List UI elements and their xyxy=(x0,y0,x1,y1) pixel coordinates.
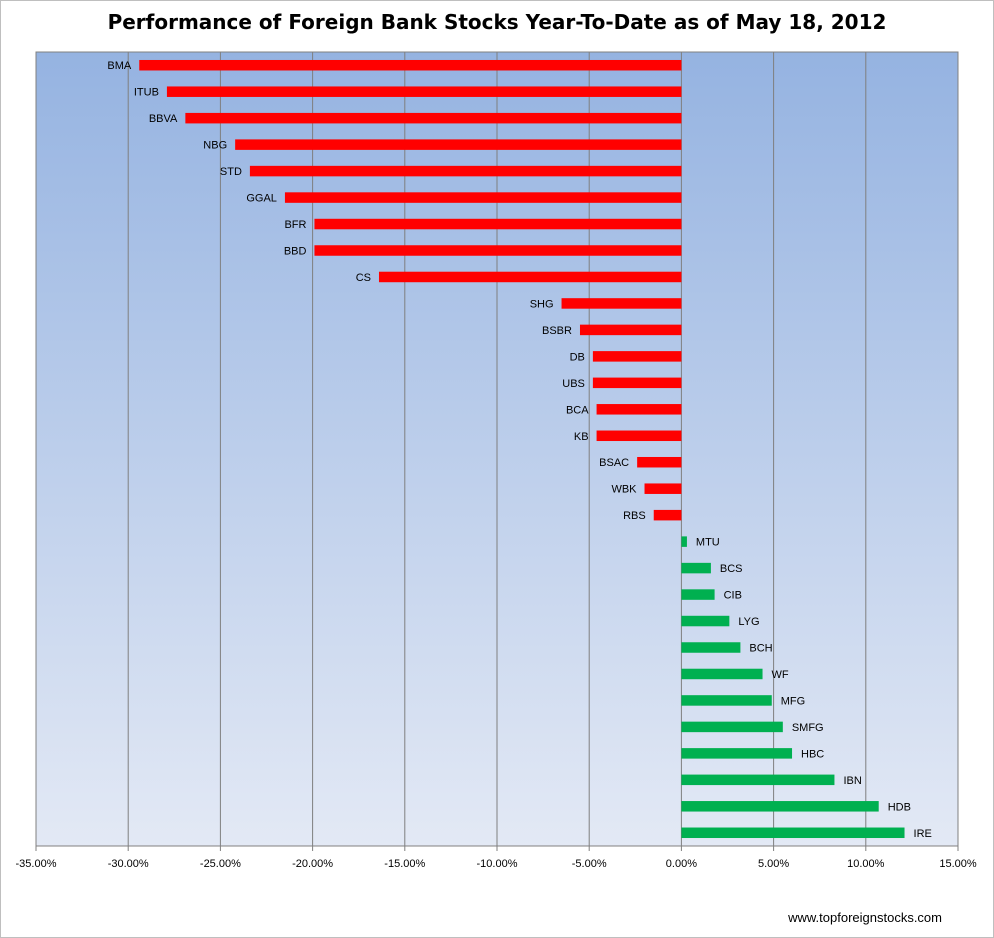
bar-label: BCA xyxy=(566,404,589,416)
bar-label: RBS xyxy=(623,510,646,522)
bar-label: CS xyxy=(356,272,371,284)
x-tick-label: -10.00% xyxy=(477,858,518,870)
bar-bcs xyxy=(681,562,711,574)
bar-bsbr xyxy=(579,324,682,336)
x-tick-label: 15.00% xyxy=(939,858,977,870)
bar-itub xyxy=(166,86,682,97)
bar-label: HBC xyxy=(801,748,824,760)
x-tick-label: -25.00% xyxy=(200,858,241,870)
bar-bca xyxy=(596,404,682,415)
bar-label: BSAC xyxy=(599,457,629,469)
bar-lyg xyxy=(681,615,730,627)
bar-bfr xyxy=(314,218,682,230)
bar-bbva xyxy=(185,112,682,124)
bar-wbk xyxy=(644,483,682,494)
bar-label: IBN xyxy=(843,775,861,787)
x-tick-label: 0.00% xyxy=(666,858,697,870)
bar-label: BBVA xyxy=(149,113,178,125)
bar-label: IRE xyxy=(914,828,932,840)
bar-label: ITUB xyxy=(134,87,159,99)
bar-label: STD xyxy=(220,166,242,178)
bar-rbs xyxy=(653,509,682,521)
bar-label: DB xyxy=(570,351,585,363)
bar-mtu xyxy=(681,536,687,547)
bar-label: GGAL xyxy=(246,193,277,205)
bar-ubs xyxy=(592,377,682,389)
bar-kb xyxy=(596,430,682,442)
x-tick-label: -5.00% xyxy=(572,858,607,870)
x-tick-label: -35.00% xyxy=(16,858,57,870)
bar-label: WBK xyxy=(611,484,637,496)
bar-shg xyxy=(561,298,682,309)
bar-bbd xyxy=(314,245,682,256)
bar-label: BSBR xyxy=(542,325,572,337)
source-credit: www.topforeignstocks.com xyxy=(788,910,942,925)
bar-label: WF xyxy=(772,669,789,681)
bar-label: HDB xyxy=(888,801,911,813)
x-axis: -35.00% -30.00% -25.00% -20.00% -15.00% -10.0… xyxy=(16,846,977,870)
x-tick-label: 5.00% xyxy=(758,858,789,870)
bar-cib xyxy=(681,589,715,600)
bar-label: KB xyxy=(574,431,589,443)
bar-label: BBD xyxy=(284,246,307,258)
bar-label: BFR xyxy=(284,219,306,231)
x-tick-label: -20.00% xyxy=(292,858,333,870)
bar-nbg xyxy=(235,139,682,150)
bar-label: LYG xyxy=(738,616,759,628)
bar-label: MTU xyxy=(696,537,720,549)
gridlines xyxy=(127,52,867,846)
bar-bma xyxy=(139,59,682,71)
bars: BMA ITUB BBVA NBG STD GGAL BFR BBD CS SHG BSBR DB UB… xyxy=(107,59,932,840)
bar-label: BMA xyxy=(107,60,132,72)
bar-label: SMFG xyxy=(792,722,824,734)
x-tick-label: -15.00% xyxy=(384,858,425,870)
bar-label: NBG xyxy=(203,140,227,152)
bar-smfg xyxy=(681,721,783,733)
bar-cs xyxy=(378,271,682,283)
bar-ggal xyxy=(284,192,682,203)
bar-ire xyxy=(681,827,905,839)
bar-db xyxy=(592,351,682,362)
bar-label: BCS xyxy=(720,563,743,575)
bar-label: CIB xyxy=(724,590,742,602)
bar-mfg xyxy=(681,695,772,706)
bar-label: SHG xyxy=(530,298,554,310)
bar-ibn xyxy=(681,774,835,786)
bar-label: BCH xyxy=(749,643,772,655)
chart-title: Performance of Foreign Bank Stocks Year-… xyxy=(107,10,887,34)
bar-std xyxy=(249,165,682,177)
bar-bsac xyxy=(637,456,682,468)
bar-wf xyxy=(681,668,763,680)
bar-label: UBS xyxy=(562,378,585,390)
bar-label: MFG xyxy=(781,695,805,707)
bar-hbc xyxy=(681,748,793,759)
x-tick-label: 10.00% xyxy=(847,858,885,870)
bar-hdb xyxy=(681,801,879,812)
bar-bch xyxy=(681,642,741,653)
x-tick-label: -30.00% xyxy=(108,858,149,870)
